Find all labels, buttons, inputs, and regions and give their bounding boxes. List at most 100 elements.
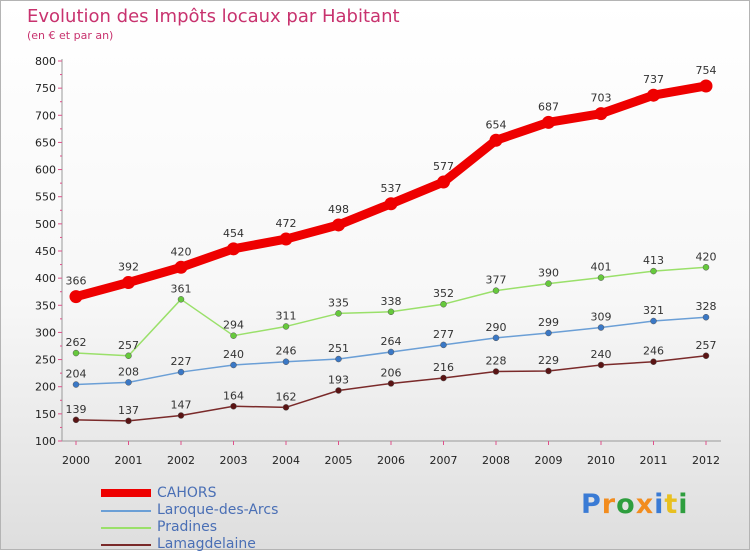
data-label: 377: [486, 274, 507, 287]
data-label: 577: [433, 160, 454, 173]
data-label: 227: [171, 355, 192, 368]
data-point: [282, 358, 290, 365]
data-label: 206: [381, 366, 402, 379]
data-label: 392: [118, 260, 139, 273]
data-label: 208: [118, 365, 139, 378]
data-label: 454: [223, 227, 244, 240]
y-tick-label: 450: [35, 245, 56, 258]
data-point: [647, 88, 660, 102]
logo-letter: i: [654, 489, 665, 520]
data-label: 366: [66, 275, 87, 288]
data-point: [492, 334, 500, 342]
x-tick-label: 2000: [62, 454, 90, 467]
x-tick-label: 2006: [377, 454, 405, 467]
data-point: [492, 287, 500, 294]
data-point: [597, 274, 605, 281]
data-point: [72, 416, 80, 424]
data-label: 251: [328, 342, 349, 355]
data-point: [177, 412, 185, 419]
x-tick-label: 2010: [587, 454, 615, 467]
data-point: [72, 381, 80, 388]
legend-item: Pradines: [101, 519, 361, 536]
data-label: 246: [643, 345, 664, 358]
data-point: [702, 352, 710, 360]
y-tick-label: 150: [35, 408, 56, 421]
logo-letter: o: [616, 489, 636, 520]
data-label: 420: [696, 250, 717, 263]
data-label: 229: [538, 354, 559, 367]
data-point: [177, 368, 185, 376]
logo-letter: t: [664, 489, 679, 520]
data-label: 277: [433, 328, 454, 341]
data-point: [387, 308, 395, 316]
data-label: 162: [276, 390, 297, 403]
legend-swatch: [101, 527, 151, 529]
data-point: [125, 417, 132, 425]
series-layer: [69, 79, 713, 425]
data-label: 299: [538, 316, 559, 329]
y-tick-label: 100: [35, 435, 56, 448]
logo-letter: i: [678, 489, 689, 520]
legend-swatch: [101, 489, 151, 497]
data-label: 472: [276, 217, 297, 230]
data-label: 264: [381, 335, 402, 348]
data-label: 193: [328, 374, 349, 387]
data-label: 164: [223, 389, 244, 402]
data-label: 338: [381, 295, 402, 308]
data-label: 309: [591, 311, 612, 324]
x-tick-label: 2004: [272, 454, 300, 467]
data-point: [387, 348, 395, 356]
data-label: 737: [643, 73, 664, 86]
data-labels-layer: 204 208 227 240 246 251 264 277 290 299 309 321 328 2…: [66, 64, 717, 417]
data-point: [174, 260, 188, 274]
x-tick-label: 2011: [640, 454, 668, 467]
legend-item: Laroque-des-Arcs: [101, 502, 361, 519]
data-point: [597, 324, 605, 331]
data-point: [387, 380, 395, 387]
data-label: 216: [433, 361, 454, 374]
data-label: 240: [223, 348, 244, 361]
data-point: [227, 242, 240, 256]
data-label: 204: [66, 368, 87, 381]
y-tick-label: 650: [35, 136, 56, 149]
data-label: 311: [276, 309, 297, 322]
data-point: [437, 175, 450, 189]
data-point: [230, 332, 237, 339]
data-label: 246: [276, 345, 297, 358]
data-point: [542, 115, 555, 129]
data-label: 703: [591, 92, 612, 105]
data-point: [335, 310, 342, 317]
data-label: 335: [328, 296, 349, 309]
data-point: [650, 267, 657, 275]
data-label: 290: [486, 321, 507, 334]
data-point: [125, 379, 132, 386]
x-tick-label: 2008: [482, 454, 510, 467]
legend-swatch: [101, 510, 151, 512]
data-point: [492, 368, 500, 375]
data-label: 401: [591, 261, 612, 274]
x-tick-label: 2007: [430, 454, 458, 467]
legend-label: Lamagdelaine: [157, 536, 256, 552]
data-point: [282, 404, 290, 411]
legend-label: Pradines: [157, 519, 218, 535]
data-label: 498: [328, 203, 349, 216]
data-point: [282, 323, 290, 330]
data-label: 262: [66, 336, 87, 349]
data-point: [597, 361, 605, 369]
data-label: 257: [118, 339, 139, 352]
legend-label: CAHORS: [157, 485, 217, 501]
data-point: [72, 349, 80, 357]
x-tick-label: 2002: [167, 454, 195, 467]
data-label: 147: [171, 398, 192, 411]
data-point: [332, 218, 345, 232]
data-point: [335, 355, 342, 363]
chart-legend: CAHORS Laroque-des-Arcs Pradines Lamagdelai…: [101, 485, 361, 553]
data-label: 390: [538, 267, 559, 280]
data-label: 654: [486, 118, 507, 131]
y-tick-label: 800: [35, 55, 56, 68]
logo-letter: P: [581, 489, 602, 520]
data-point: [440, 374, 447, 382]
legend-swatch: [101, 544, 151, 546]
x-tick-label: 2012: [692, 454, 720, 467]
